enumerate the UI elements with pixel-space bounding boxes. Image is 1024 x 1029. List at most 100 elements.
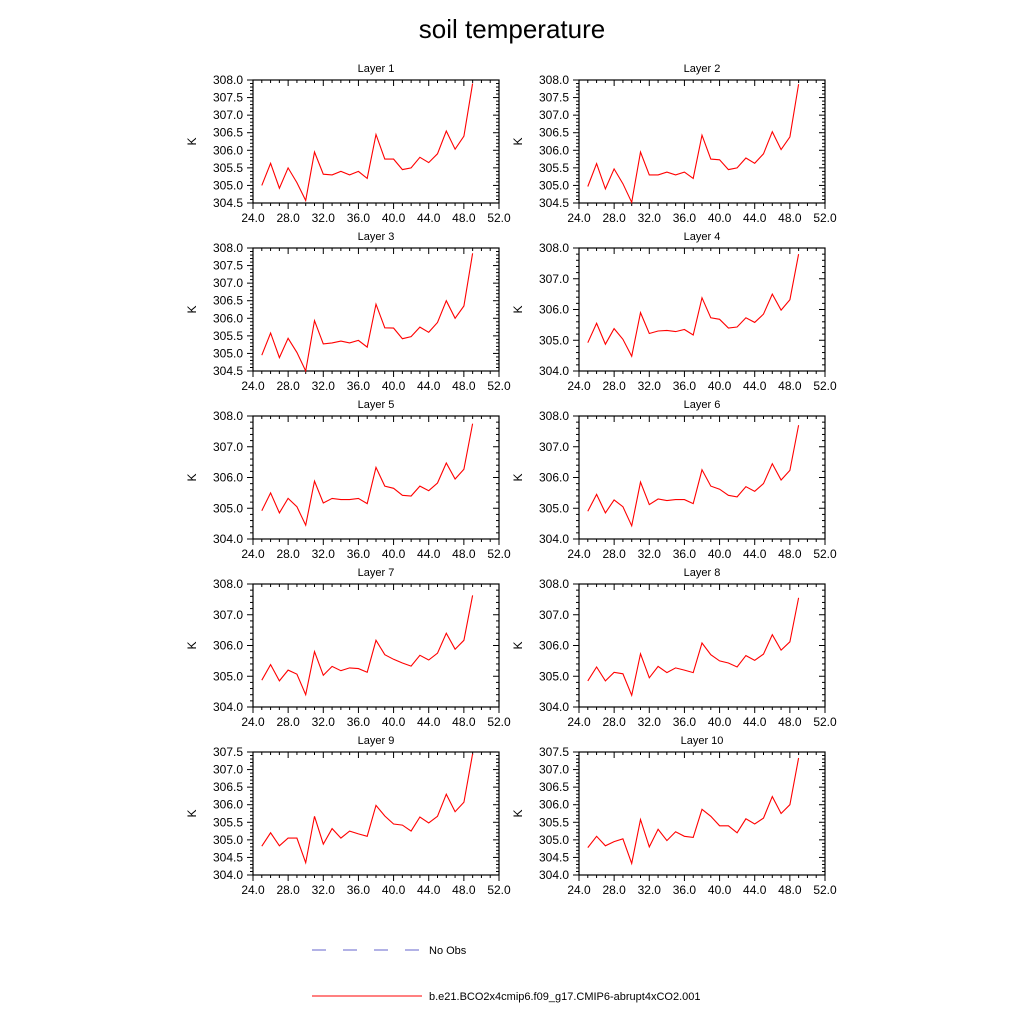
y-tick-label: 305.0	[539, 669, 569, 683]
x-tick-label: 24.0	[567, 379, 591, 393]
chart-panel-3: Layer 3 K 24.0 28.0 32.0 36.0 40.0 44.0 48.0 52.0…	[185, 231, 511, 393]
y-tick-label: 305.0	[539, 333, 569, 347]
x-tick-label: 32.0	[312, 547, 336, 561]
series-line	[261, 423, 474, 527]
x-tick-label: 36.0	[673, 547, 697, 561]
x-tick-label: 44.0	[743, 715, 767, 729]
y-axis-label: K	[185, 137, 199, 145]
panel-title: Layer 7	[358, 567, 395, 579]
panel-title: Layer 4	[684, 231, 721, 243]
y-tick-label: 307.0	[213, 608, 243, 622]
x-tick-label: 36.0	[673, 715, 697, 729]
y-tick-label: 307.5	[213, 91, 243, 105]
y-tick-label: 306.5	[213, 126, 243, 140]
x-tick-label: 52.0	[487, 547, 511, 561]
y-tick-label: 305.0	[539, 178, 569, 192]
x-tick-label: 40.0	[382, 715, 406, 729]
y-tick-label: 308.0	[539, 73, 569, 87]
y-tick-label: 305.5	[213, 329, 243, 343]
x-tick-label: 52.0	[813, 211, 837, 225]
x-tick-label: 32.0	[312, 883, 336, 897]
y-tick-label: 305.0	[213, 669, 243, 683]
panel-title: Layer 2	[684, 63, 721, 75]
x-tick-label: 48.0	[778, 211, 802, 225]
y-tick-label: 306.5	[539, 126, 569, 140]
y-tick-label: 305.5	[539, 815, 569, 829]
x-tick-label: 52.0	[487, 211, 511, 225]
x-tick-label: 24.0	[567, 211, 591, 225]
y-tick-label: 308.0	[539, 577, 569, 591]
y-tick-label: 306.0	[539, 303, 569, 317]
y-tick-label: 307.0	[213, 440, 243, 454]
x-tick-label: 36.0	[347, 211, 371, 225]
y-tick-label: 307.5	[213, 259, 243, 273]
panel-title: Layer 9	[358, 735, 395, 747]
plot-frame	[578, 415, 826, 540]
y-tick-label: 306.0	[213, 798, 243, 812]
x-tick-label: 44.0	[743, 883, 767, 897]
x-tick-label: 52.0	[487, 379, 511, 393]
chart-panel-5: Layer 5 K 24.0 28.0 32.0 36.0 40.0 44.0 48.0 52.0…	[185, 399, 511, 561]
y-tick-label: 305.0	[213, 346, 243, 360]
y-tick-label: 308.0	[213, 73, 243, 87]
plot-frame	[578, 79, 826, 204]
y-tick-label: 308.0	[213, 241, 243, 255]
plot-frame	[252, 247, 500, 372]
x-tick-label: 48.0	[452, 211, 476, 225]
y-tick-label: 304.5	[539, 850, 569, 864]
plot-frame	[578, 751, 826, 876]
series-line	[261, 253, 474, 373]
y-tick-label: 304.0	[539, 532, 569, 546]
y-tick-label: 307.0	[539, 763, 569, 777]
plot-frame	[252, 79, 500, 204]
legend-label-2: b.e21.BCO2x4cmip6.f09_g17.CMIP6-abrupt4x…	[429, 991, 701, 1003]
y-tick-label: 305.0	[539, 501, 569, 515]
x-tick-label: 32.0	[638, 883, 662, 897]
plot-frame	[578, 247, 826, 372]
plot-frame	[252, 583, 500, 708]
y-tick-label: 307.5	[539, 745, 569, 759]
y-tick-label: 307.0	[213, 276, 243, 290]
y-tick-label: 306.0	[539, 639, 569, 653]
y-axis-label: K	[511, 137, 525, 145]
x-tick-label: 44.0	[743, 547, 767, 561]
y-tick-label: 305.0	[539, 833, 569, 847]
chart-panel-10: Layer 10 K 24.0 28.0 32.0 36.0 40.0 44.0 48.0 52.…	[511, 735, 837, 897]
x-tick-label: 40.0	[708, 883, 732, 897]
y-tick-label: 308.0	[539, 241, 569, 255]
x-tick-label: 44.0	[743, 379, 767, 393]
panel-title: Layer 8	[684, 567, 721, 579]
y-axis-label: K	[511, 641, 525, 649]
x-tick-label: 28.0	[276, 883, 300, 897]
y-tick-label: 307.0	[539, 608, 569, 622]
x-tick-label: 36.0	[347, 547, 371, 561]
y-tick-label: 305.0	[213, 501, 243, 515]
chart-panel-4: Layer 4 K 24.0 28.0 32.0 36.0 40.0 44.0 48.0 52.0…	[511, 231, 837, 393]
y-axis-label: K	[511, 809, 525, 817]
y-tick-label: 307.0	[213, 763, 243, 777]
panel-title: Layer 5	[358, 399, 395, 411]
y-tick-label: 308.0	[213, 409, 243, 423]
y-tick-label: 304.5	[213, 850, 243, 864]
y-tick-label: 305.5	[539, 161, 569, 175]
y-tick-label: 306.0	[539, 471, 569, 485]
y-axis-label: K	[185, 809, 199, 817]
x-tick-label: 24.0	[241, 883, 265, 897]
x-tick-label: 36.0	[673, 211, 697, 225]
x-tick-label: 48.0	[452, 715, 476, 729]
x-tick-label: 24.0	[567, 883, 591, 897]
x-tick-label: 32.0	[638, 211, 662, 225]
y-tick-label: 305.5	[213, 815, 243, 829]
y-tick-label: 307.0	[539, 440, 569, 454]
y-tick-label: 304.0	[539, 364, 569, 378]
x-tick-label: 52.0	[813, 547, 837, 561]
panel-title: Layer 6	[684, 399, 721, 411]
plot-frame	[252, 415, 500, 540]
x-tick-label: 36.0	[347, 715, 371, 729]
x-tick-label: 40.0	[382, 211, 406, 225]
series-line	[587, 597, 800, 698]
x-tick-label: 40.0	[708, 379, 732, 393]
x-tick-label: 32.0	[312, 715, 336, 729]
y-tick-label: 305.5	[213, 161, 243, 175]
